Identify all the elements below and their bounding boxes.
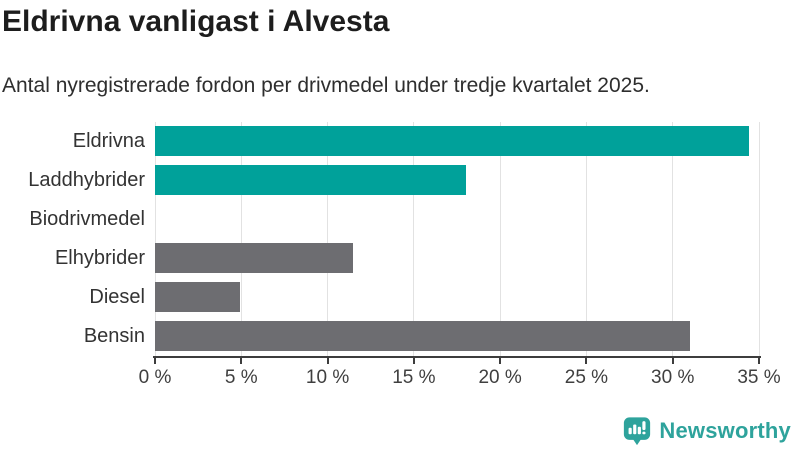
x-axis-tick-label: 30 % (651, 367, 695, 388)
bar-elhybrider (155, 243, 354, 273)
x-axis-tick (758, 358, 760, 364)
x-axis-tick-label: 15 % (392, 367, 436, 388)
y-axis-label: Laddhybrider (28, 169, 145, 191)
y-axis-label: Biodrivmedel (29, 208, 145, 230)
chart-subtitle: Antal nyregistrerade fordon per drivmede… (2, 74, 650, 97)
x-axis-tick-label: 25 % (564, 367, 609, 388)
y-axis-label: Bensin (83, 325, 145, 347)
bar-eldrivna (155, 126, 749, 156)
bar-row (155, 200, 759, 239)
x-axis-tick-label: 35 % (737, 367, 781, 388)
newsworthy-wordmark: Newsworthy (659, 418, 791, 443)
newsworthy-bubble-chart-icon (624, 417, 651, 446)
x-axis-tick-label: 5 % (224, 367, 258, 388)
y-axis-label: Elhybrider (54, 247, 145, 269)
bar-laddhybrider (155, 165, 466, 195)
bar-bensin (155, 321, 690, 351)
gridline (327, 122, 329, 356)
x-axis-tick-label: 20 % (478, 367, 522, 388)
bar-row (155, 239, 759, 278)
gridline (585, 122, 587, 356)
x-axis: 0 % 5 % 10 % 15 % 20 % 25 % 30 % 35 % (139, 356, 781, 396)
bar-row (155, 122, 759, 161)
gridline (758, 122, 760, 356)
bar-row (155, 161, 759, 200)
chart-title: Eldrivna vanligast i Alvesta (2, 5, 390, 38)
x-axis-tick (585, 358, 588, 364)
x-axis-tick (240, 358, 243, 364)
x-axis-tick (671, 358, 674, 364)
gridline (413, 122, 415, 356)
plot-area (154, 122, 760, 356)
y-axis-labels: Eldrivna Laddhybrider Biodrivmedel Elhybrid… (0, 122, 145, 356)
x-axis-tick-label: 0 % (138, 367, 172, 388)
newsworthy-logo: Newsworthy (622, 416, 791, 446)
x-axis-tick (499, 358, 502, 364)
y-axis-label: Diesel (89, 286, 145, 308)
gridline (240, 122, 242, 356)
x-axis-tick (154, 358, 156, 364)
bar-diesel (155, 282, 240, 312)
x-axis-tick (412, 358, 415, 364)
bar-row (155, 317, 759, 356)
bar-row (155, 278, 759, 317)
x-axis-tick (326, 358, 329, 364)
x-axis-tick-label: 10 % (305, 367, 350, 388)
x-axis-line (153, 356, 761, 358)
gridline (154, 122, 156, 356)
gridline (499, 122, 501, 356)
y-axis-label: Eldrivna (72, 130, 145, 152)
gridline (672, 122, 674, 356)
